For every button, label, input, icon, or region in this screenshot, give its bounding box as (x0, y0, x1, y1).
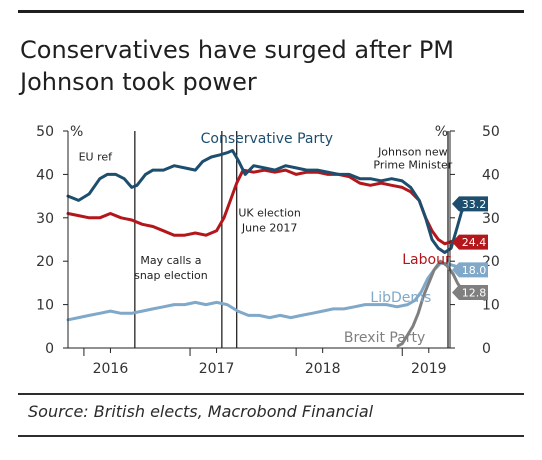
annotation-text: May calls a (140, 254, 201, 267)
y-tick-label-left: 0 (45, 341, 54, 357)
y-tick-label-right: 50 (482, 124, 500, 140)
series-line-libdems (66, 261, 473, 322)
last-value-label-labour: 24.4 (462, 236, 487, 249)
y-unit-label-left: % (70, 124, 83, 140)
annotation-text: Prime Minister (373, 159, 452, 172)
x-tick-label: 2019 (411, 361, 447, 377)
x-tick-label: 2016 (93, 361, 129, 377)
y-tick-label-left: 50 (36, 124, 54, 140)
annotation-text: UK election (238, 206, 300, 219)
annotation-text: Johnson new (377, 146, 448, 159)
chart-title: Conservatives have surged after PM Johns… (20, 34, 520, 98)
y-tick-label-left: 20 (36, 254, 54, 270)
x-tick-label: 2018 (305, 361, 341, 377)
annotation-text: June 2017 (241, 221, 297, 234)
source-divider-top (18, 393, 524, 395)
chart-title-line-2: Johnson took power (20, 68, 257, 96)
y-tick-label-left: 10 (36, 298, 54, 314)
source-divider-bottom (18, 435, 524, 437)
chart-area: 0 0 10 10 20 20 30 30 40 40 50 50%% 2016 2017 2018 2019… (18, 118, 524, 394)
last-value-label-libdems: 18.0 (462, 264, 487, 277)
last-value-tag-conservative-party (452, 196, 488, 212)
last-value-tag-libdems (452, 262, 488, 278)
annotation-text: snap election (134, 269, 208, 282)
y-tick-label-left: 30 (36, 211, 54, 227)
y-tick-label-left: 40 (36, 167, 54, 183)
series-label-brexit-party: Brexit Party (344, 330, 425, 346)
y-tick-label-right: 10 (482, 298, 500, 314)
y-tick-label-right: 30 (482, 211, 500, 227)
y-unit-label-right: % (435, 124, 448, 140)
last-value-tag-brexit-party (452, 284, 488, 300)
y-tick-label-right: 40 (482, 167, 500, 183)
annotation-text: EU ref (79, 151, 114, 164)
last-value-label-brexit-party: 12.8 (462, 286, 487, 299)
series-label-conservative-party: Conservative Party (201, 131, 333, 147)
top-rule (18, 10, 524, 13)
source-note: Source: British elects, Macrobond Financ… (28, 402, 374, 421)
last-value-tag-labour (452, 234, 488, 250)
series-label-libdems: LibDems (370, 290, 431, 306)
chart-title-line-1: Conservatives have surged after PM (20, 36, 455, 64)
series-line-conservative-party (66, 149, 473, 254)
x-tick-label: 2017 (199, 361, 235, 377)
last-value-label-conservative-party: 33.2 (462, 198, 487, 211)
series-label-labour: Labour (402, 252, 451, 268)
y-tick-label-right: 0 (482, 341, 491, 357)
